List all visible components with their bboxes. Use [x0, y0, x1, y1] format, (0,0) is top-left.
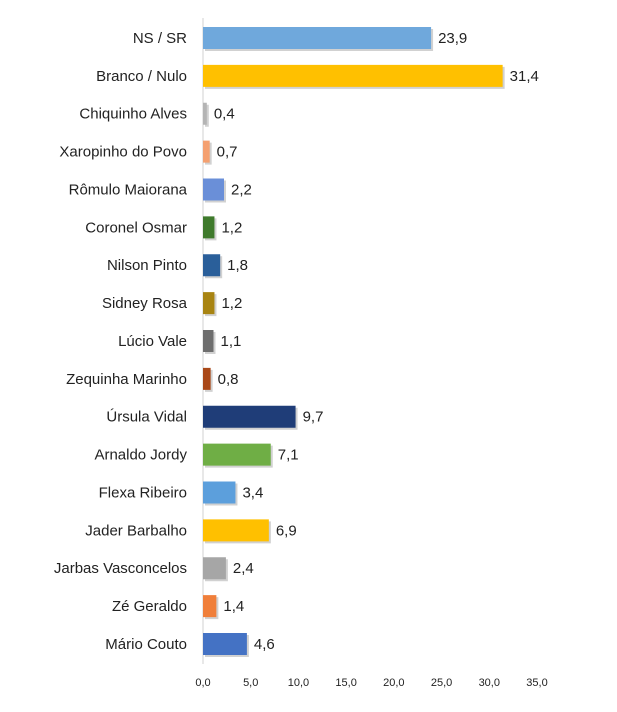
value-label: 1,1	[220, 333, 241, 350]
value-label: 2,2	[231, 181, 252, 198]
category-label: Chiquinho Alves	[79, 106, 187, 123]
bar	[203, 254, 221, 277]
category-label: Zequinha Marinho	[66, 371, 187, 388]
bar	[203, 367, 211, 390]
category-label: Úrsula Vidal	[106, 409, 187, 426]
value-label: 9,7	[303, 409, 324, 426]
bar	[203, 481, 236, 504]
bar	[203, 140, 210, 163]
x-tick-label: 20,0	[383, 677, 404, 689]
bar-shadow	[205, 104, 209, 127]
x-tick-label: 15,0	[335, 677, 356, 689]
category-label: Jader Barbalho	[85, 522, 187, 539]
category-label: Coronel Osmar	[85, 219, 187, 236]
bar	[203, 216, 215, 239]
value-label: 0,7	[217, 144, 238, 161]
bar	[203, 557, 226, 580]
x-tick-label: 10,0	[288, 677, 309, 689]
x-tick-label: 0,0	[195, 677, 210, 689]
category-label: Lúcio Vale	[118, 333, 187, 350]
x-tick-label: 30,0	[479, 677, 500, 689]
value-label: 4,6	[254, 636, 275, 653]
category-label: Nilson Pinto	[107, 257, 187, 274]
category-label: NS / SR	[133, 30, 187, 47]
value-label: 0,8	[218, 371, 239, 388]
category-label: Flexa Ribeiro	[99, 484, 187, 501]
bar	[203, 330, 214, 352]
bar	[203, 102, 207, 125]
category-label: Zé Geraldo	[112, 598, 187, 615]
bar	[203, 443, 271, 466]
value-label: 1,8	[227, 257, 248, 274]
category-label: Xaropinho do Povo	[59, 144, 187, 161]
x-tick-label: 25,0	[431, 677, 452, 689]
bar	[203, 292, 215, 315]
category-label: Mário Couto	[105, 636, 187, 653]
category-label: Arnaldo Jordy	[94, 447, 187, 464]
category-label: Jarbas Vasconcelos	[54, 560, 187, 577]
value-label: 0,4	[214, 106, 235, 123]
bar	[203, 519, 269, 542]
category-label: Rômulo Maiorana	[69, 181, 188, 198]
x-tick-label: 35,0	[526, 677, 547, 689]
bar	[203, 27, 432, 49]
bar	[203, 178, 224, 201]
value-label: 1,2	[221, 219, 242, 236]
value-label: 2,4	[233, 560, 254, 577]
bar	[203, 405, 296, 428]
value-label: 1,4	[223, 598, 244, 615]
value-label: 31,4	[510, 68, 539, 85]
bar	[203, 64, 503, 87]
value-label: 1,2	[221, 295, 242, 312]
x-tick-label: 5,0	[243, 677, 258, 689]
category-label: Branco / Nulo	[96, 68, 187, 85]
value-label: 7,1	[278, 447, 299, 464]
value-label: 6,9	[276, 522, 297, 539]
bar	[203, 595, 217, 618]
value-label: 23,9	[438, 30, 467, 47]
value-label: 3,4	[242, 484, 263, 501]
bar	[203, 633, 247, 655]
category-label: Sidney Rosa	[102, 295, 188, 312]
